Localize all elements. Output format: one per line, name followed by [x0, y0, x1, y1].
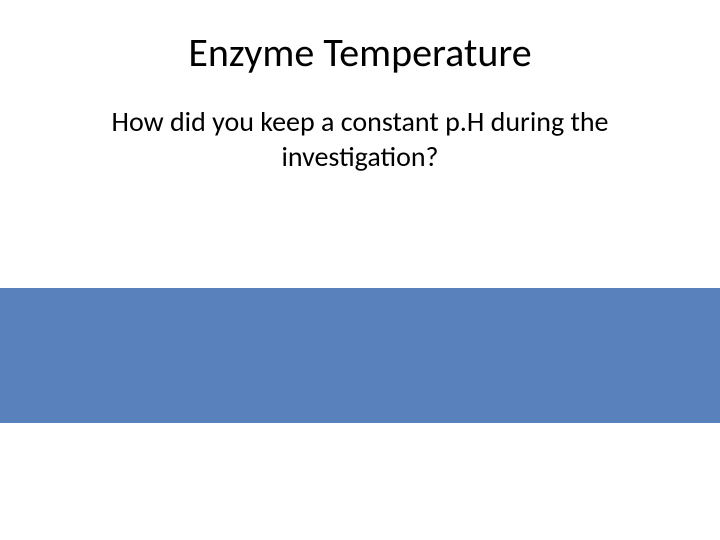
slide-title: Enzyme Temperature	[0, 28, 720, 77]
slide: Enzyme Temperature How did you keep a co…	[0, 0, 720, 540]
slide-subtitle: How did you keep a constant p.H during t…	[70, 104, 650, 174]
color-band	[0, 288, 720, 423]
